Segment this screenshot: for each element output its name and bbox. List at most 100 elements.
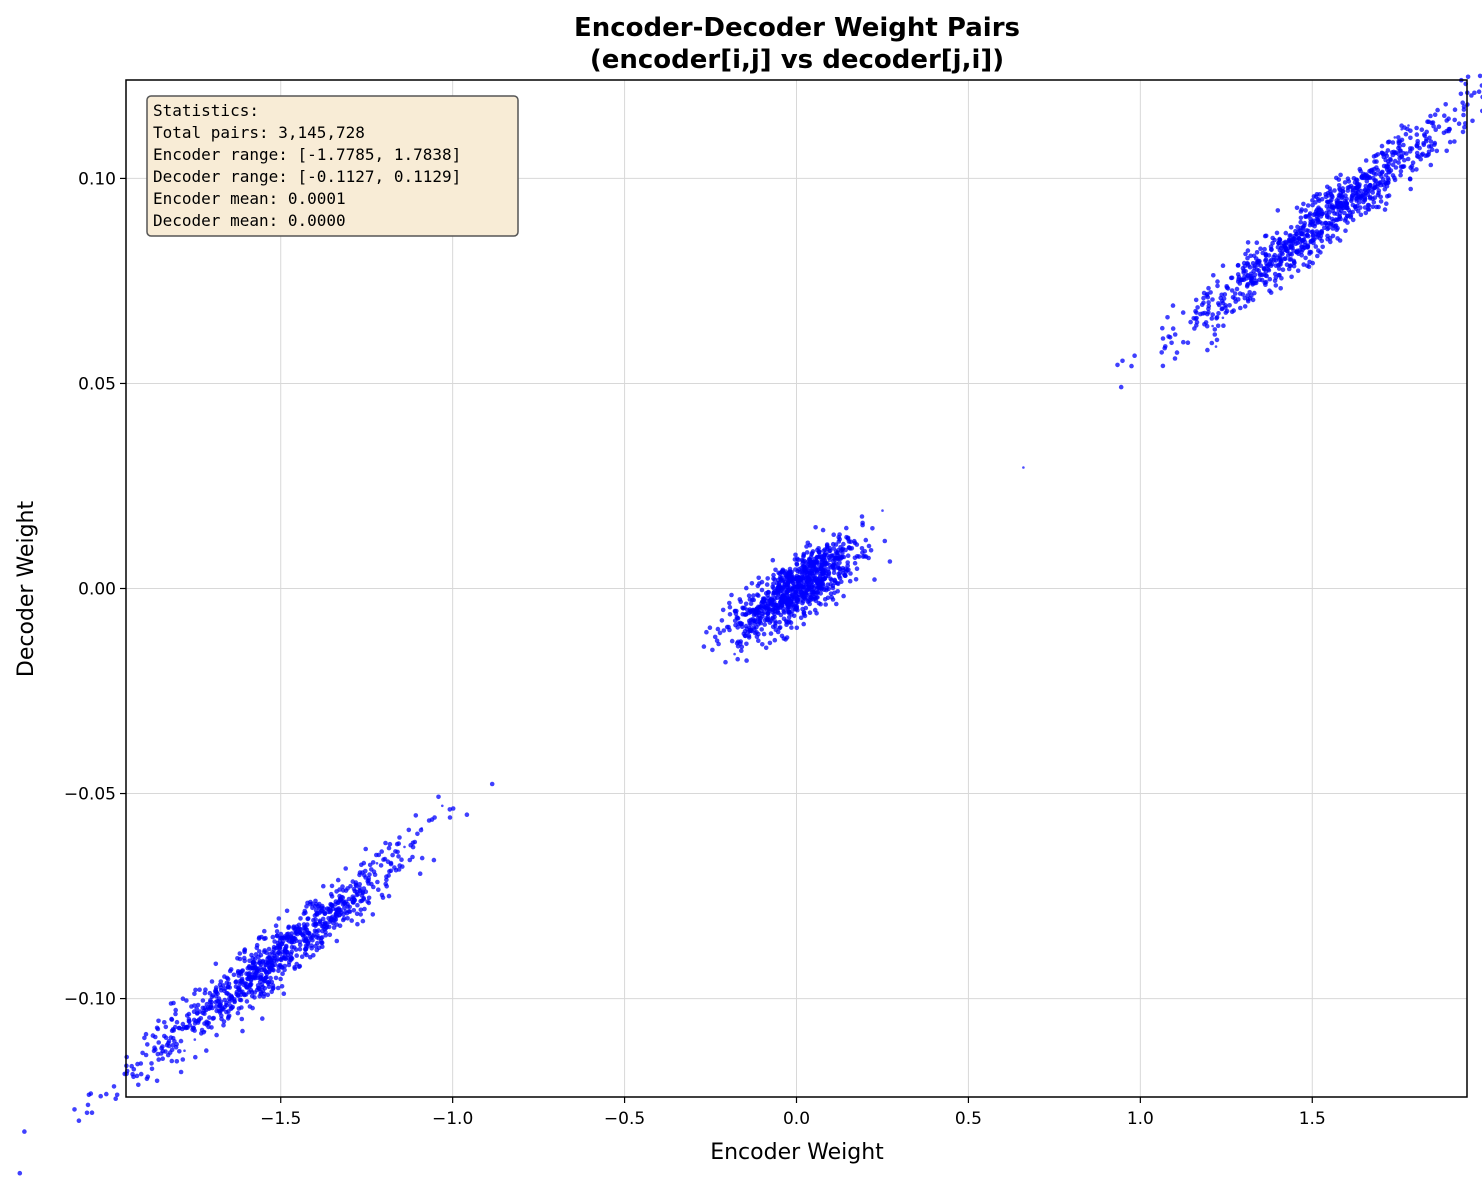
scatter-point [1446, 116, 1451, 121]
scatter-point [387, 841, 393, 847]
stats-line-heading: Statistics: [153, 101, 259, 120]
scatter-point [1386, 166, 1392, 171]
scatter-point [357, 882, 363, 887]
scatter-point [810, 573, 816, 579]
scatter-point [827, 557, 833, 562]
scatter-point [826, 573, 831, 579]
scatter-point [300, 932, 305, 938]
scatter-point [1428, 113, 1433, 119]
scatter-point [361, 886, 367, 891]
scatter-point [1307, 211, 1313, 216]
scatter-point [299, 954, 305, 959]
scatter-point [279, 964, 284, 970]
scatter-point [178, 1069, 184, 1075]
scatter-point [1246, 263, 1251, 268]
scatter-point [292, 936, 298, 942]
scatter-point [1428, 162, 1434, 168]
scatter-point [1390, 152, 1396, 158]
scatter-point [242, 955, 247, 961]
scatter-point [770, 624, 776, 630]
scatter-point [807, 585, 812, 591]
y-axis-ticks: 0.10 0.05 0.00 −0.05 −0.10 [64, 169, 126, 1010]
scatter-point [746, 633, 752, 638]
scatter-point [184, 998, 189, 1003]
scatter-point [341, 916, 347, 921]
scatter-point [1373, 172, 1379, 177]
scatter-point [710, 647, 715, 653]
scatter-point [1479, 83, 1482, 88]
scatter-point [272, 939, 277, 944]
scatter-point [852, 538, 857, 544]
scatter-point [1330, 194, 1335, 200]
scatter-point [1379, 143, 1385, 149]
scatter-point [1444, 148, 1449, 154]
scatter-point [154, 1078, 160, 1084]
scatter-point [1327, 186, 1333, 191]
scatter-point [794, 556, 800, 561]
scatter-point-outlier [193, 1038, 197, 1041]
scatter-point [1298, 209, 1304, 214]
scatter-point [760, 611, 765, 617]
scatter-point [111, 1084, 117, 1089]
scatter-point [1231, 308, 1236, 313]
scatter-point [1375, 192, 1381, 198]
scatter-point [763, 645, 769, 651]
scatter-point [329, 902, 334, 908]
scatter-point [847, 578, 853, 584]
scatter-point [1229, 288, 1235, 293]
scatter-point [1275, 208, 1281, 213]
scatter-point [213, 993, 219, 999]
scatter-point [772, 637, 778, 643]
scatter-point [1414, 132, 1420, 137]
scatter-point [278, 957, 284, 963]
scatter-point [331, 925, 337, 930]
scatter-point [744, 641, 749, 647]
scatter-point [1363, 210, 1369, 216]
scatter-point [386, 845, 392, 851]
scatter-point [1310, 202, 1315, 208]
scatter-point [841, 541, 846, 547]
scatter-point [284, 908, 290, 914]
scatter-point [1280, 267, 1286, 273]
scatter-point [1307, 222, 1313, 228]
scatter-point [840, 554, 845, 560]
scatter-point [1323, 220, 1329, 226]
y-axis-label: Decoder Weight [14, 501, 39, 678]
scatter-point [1373, 185, 1378, 190]
scatter-point [345, 916, 350, 921]
scatter-point [1345, 185, 1351, 190]
scatter-point [836, 535, 841, 540]
scatter-point [321, 883, 326, 889]
scatter-point [260, 988, 266, 994]
scatter-point [169, 1028, 175, 1033]
scatter-point [359, 862, 364, 868]
scatter-point [1447, 139, 1453, 145]
scatter-point [828, 582, 834, 587]
scatter-point [322, 920, 328, 926]
scatter-point [280, 971, 285, 976]
scatter-point [786, 587, 791, 593]
scatter-point [1387, 169, 1392, 175]
scatter-point [1385, 194, 1390, 199]
scatter-point [781, 616, 787, 622]
x-tick-label: 0.0 [783, 1109, 810, 1129]
scatter-point [229, 1005, 235, 1011]
scatter-point [267, 964, 272, 970]
scatter-point [1234, 286, 1240, 292]
scatter-point [1336, 195, 1341, 201]
scatter-point [756, 631, 761, 637]
scatter-point [832, 577, 837, 583]
scatter-point [238, 971, 244, 977]
scatter-point [1215, 279, 1220, 284]
scatter-point [807, 610, 813, 615]
scatter-point [226, 1009, 231, 1014]
scatter-point [410, 844, 416, 850]
scatter-point [862, 549, 868, 554]
scatter-point [1216, 311, 1221, 316]
scatter-point [313, 922, 319, 927]
scatter-point [242, 948, 247, 953]
scatter-point [780, 589, 786, 594]
scatter-point [270, 934, 276, 940]
scatter-point [1216, 301, 1221, 306]
scatter-point [1425, 153, 1430, 158]
